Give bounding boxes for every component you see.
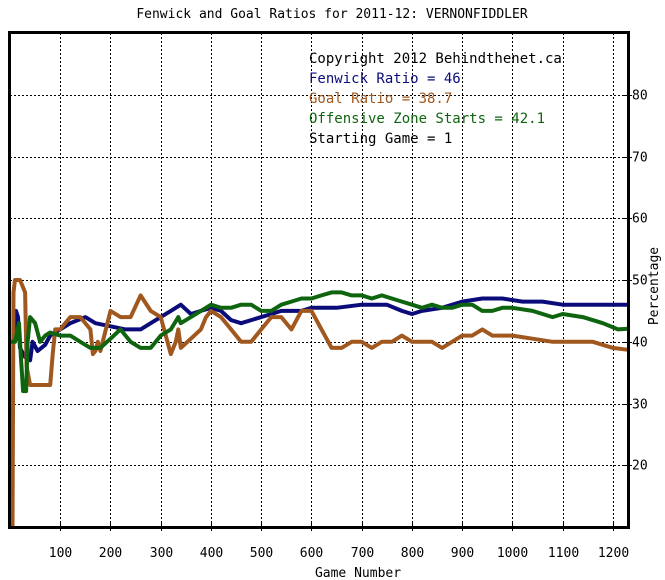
x-tick-label: 400 — [200, 546, 223, 561]
annotation-line: Fenwick Ratio = 46 — [309, 71, 461, 87]
annotation-line: Starting Game = 1 — [309, 131, 452, 147]
y-tick-label: 30 — [632, 398, 648, 413]
ozs-series-line — [10, 290, 629, 394]
x-tick-label: 1000 — [497, 546, 528, 561]
x-tick-label: 100 — [49, 546, 72, 561]
annotation-line: Goal Ratio = 38.7 — [309, 91, 452, 107]
y-tick-label: 80 — [632, 89, 648, 104]
x-tick-label: 500 — [250, 546, 273, 561]
y-tick-label: 60 — [632, 212, 648, 227]
chart-title: Fenwick and Goal Ratios for 2011-12: VER… — [136, 7, 528, 22]
y-axis-label: Percentage — [647, 247, 662, 325]
annotation-line: Offensive Zone Starts = 42.1 — [309, 111, 545, 127]
x-tick-label: 1100 — [548, 546, 579, 561]
tick-layer: 100 200 300 400 500 600 700 800 900 1000 1100 1200 2… — [49, 89, 648, 562]
x-tick-label: 300 — [150, 546, 173, 561]
fenwick-series-line — [10, 296, 628, 363]
x-tick-label: 600 — [300, 546, 323, 561]
grid-layer — [10, 33, 628, 527]
y-tick-label: 40 — [632, 336, 648, 351]
annotation-line: Copyright 2012 Behindthenet.ca — [309, 51, 562, 67]
y-tick-label: 20 — [632, 459, 648, 474]
goal-series-line — [10, 278, 629, 529]
x-tick-label: 700 — [351, 546, 374, 561]
series-layer — [10, 278, 629, 529]
y-tick-label: 70 — [632, 151, 648, 166]
x-axis-label: Game Number — [315, 566, 401, 580]
x-tick-label: 200 — [99, 546, 122, 561]
x-tick-label: 900 — [451, 546, 474, 561]
x-tick-label: 1200 — [598, 546, 629, 561]
y-tick-label: 50 — [632, 274, 648, 289]
x-tick-label: 800 — [401, 546, 424, 561]
annotation-layer: Copyright 2012 Behindthenet.ca Fenwick Ra… — [309, 51, 562, 147]
